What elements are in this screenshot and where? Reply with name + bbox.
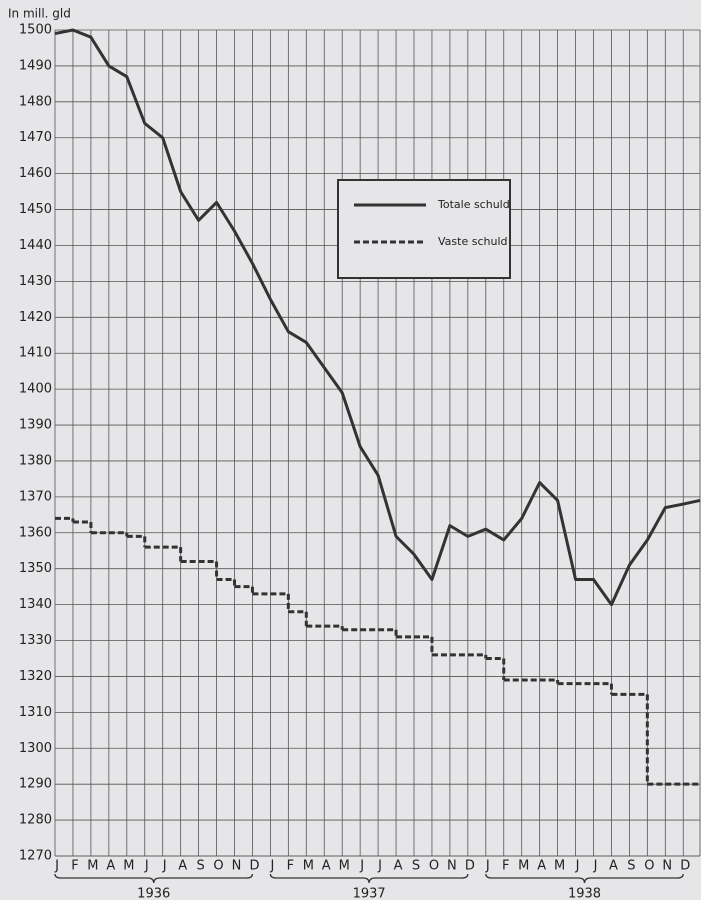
x-tick-label: D bbox=[465, 859, 475, 874]
y-axis-label: In mill. gld bbox=[8, 7, 71, 21]
y-tick-label: 1430 bbox=[19, 274, 52, 289]
x-tick-label: F bbox=[287, 859, 294, 874]
y-tick-label: 1270 bbox=[19, 849, 52, 864]
y-tick-label: 1450 bbox=[19, 202, 52, 217]
x-tick-label: J bbox=[593, 859, 598, 874]
y-tick-label: 1340 bbox=[19, 597, 52, 612]
y-tick-label: 1390 bbox=[19, 418, 52, 433]
x-tick-label: M bbox=[123, 859, 134, 874]
x-tick-label: F bbox=[502, 859, 509, 874]
x-tick-label: M bbox=[554, 859, 565, 874]
y-tick-label: 1360 bbox=[19, 525, 52, 540]
x-tick-label: M bbox=[87, 859, 98, 874]
x-tick-label: A bbox=[609, 859, 618, 874]
y-tick-label: 1310 bbox=[19, 705, 52, 720]
x-tick-label: J bbox=[269, 859, 274, 874]
y-tick-label: 1320 bbox=[19, 669, 52, 684]
y-tick-label: 1380 bbox=[19, 453, 52, 468]
x-tick-label: A bbox=[106, 859, 115, 874]
y-tick-label: 1420 bbox=[19, 310, 52, 325]
year-label: 1937 bbox=[353, 887, 386, 900]
x-tick-label: J bbox=[575, 859, 580, 874]
x-tick-label: J bbox=[144, 859, 149, 874]
x-tick-label: A bbox=[537, 859, 546, 874]
x-tick-label: N bbox=[232, 859, 242, 874]
x-tick-label: M bbox=[303, 859, 314, 874]
year-label: 1936 bbox=[137, 887, 170, 900]
x-tick-label: O bbox=[429, 859, 439, 874]
year-brace bbox=[269, 873, 469, 884]
year-brace bbox=[54, 873, 254, 884]
y-tick-label: 1330 bbox=[19, 633, 52, 648]
year-brace bbox=[485, 873, 684, 884]
x-tick-label: F bbox=[71, 859, 78, 874]
y-tick-label: 1280 bbox=[19, 813, 52, 828]
legend-label: Totale schuld bbox=[437, 198, 510, 211]
y-tick-label: 1300 bbox=[19, 741, 52, 756]
x-tick-label: D bbox=[249, 859, 259, 874]
x-tick-label: M bbox=[339, 859, 350, 874]
x-tick-label: A bbox=[178, 859, 187, 874]
x-tick-label: A bbox=[322, 859, 331, 874]
x-tick-label: A bbox=[394, 859, 403, 874]
x-tick-label: J bbox=[54, 859, 59, 874]
y-tick-label: 1500 bbox=[19, 23, 52, 38]
x-tick-label: O bbox=[644, 859, 654, 874]
y-tick-label: 1490 bbox=[19, 58, 52, 73]
series-line bbox=[54, 28, 701, 607]
y-tick-label: 1410 bbox=[19, 346, 52, 361]
y-tick-label: 1350 bbox=[19, 561, 52, 576]
x-tick-label: N bbox=[662, 859, 672, 874]
x-tick-label: J bbox=[359, 859, 364, 874]
y-tick-label: 1440 bbox=[19, 238, 52, 253]
x-tick-label: S bbox=[412, 859, 420, 874]
y-tick-label: 1400 bbox=[19, 382, 52, 397]
year-label: 1938 bbox=[568, 887, 601, 900]
x-tick-label: S bbox=[196, 859, 204, 874]
legend-box bbox=[337, 179, 511, 279]
y-tick-label: 1470 bbox=[19, 130, 52, 145]
y-tick-label: 1460 bbox=[19, 166, 52, 181]
y-tick-label: 1370 bbox=[19, 489, 52, 504]
y-tick-label: 1290 bbox=[19, 777, 52, 792]
legend-label: Vaste schuld bbox=[438, 235, 507, 248]
x-tick-label: O bbox=[213, 859, 223, 874]
x-tick-label: D bbox=[680, 859, 690, 874]
x-tick-label: N bbox=[447, 859, 457, 874]
x-tick-label: M bbox=[518, 859, 529, 874]
x-tick-label: J bbox=[377, 859, 382, 874]
x-tick-label: S bbox=[627, 859, 635, 874]
x-tick-label: J bbox=[162, 859, 167, 874]
y-tick-label: 1480 bbox=[19, 94, 52, 109]
x-tick-label: J bbox=[485, 859, 490, 874]
